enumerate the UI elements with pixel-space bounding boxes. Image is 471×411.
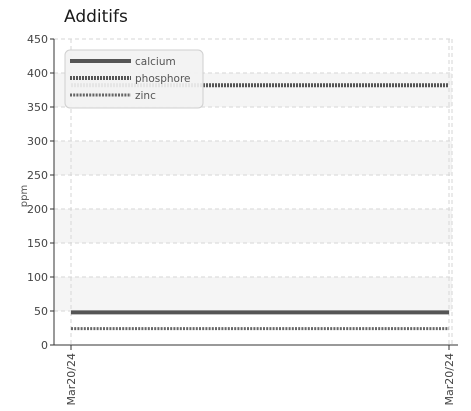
chart-title: Additifs [64,7,128,27]
grid-band [54,277,452,311]
y-tick-label: 450 [27,33,48,46]
y-tick-label: 200 [27,203,48,216]
y-tick-label: 400 [27,67,48,80]
legend-label-phosphore: phosphore [135,73,191,85]
legend-label-zinc: zinc [135,90,156,102]
y-tick-label: 300 [27,135,48,148]
grid-band [54,141,452,175]
y-tick-label: 100 [27,271,48,284]
y-tick-label: 250 [27,169,48,182]
y-tick-label: 150 [27,237,48,250]
legend-label-calcium: calcium [135,56,176,68]
y-tick-label: 350 [27,101,48,114]
y-tick-label: 0 [41,339,48,352]
y-axis-label: ppm [19,185,30,207]
grid-band [54,209,452,243]
x-tick-label: Mar20/24 [443,353,456,405]
legend: calcium phosphore zinc [64,49,204,109]
x-tick-label: Mar20/24 [65,353,78,405]
y-tick-label: 50 [34,305,48,318]
